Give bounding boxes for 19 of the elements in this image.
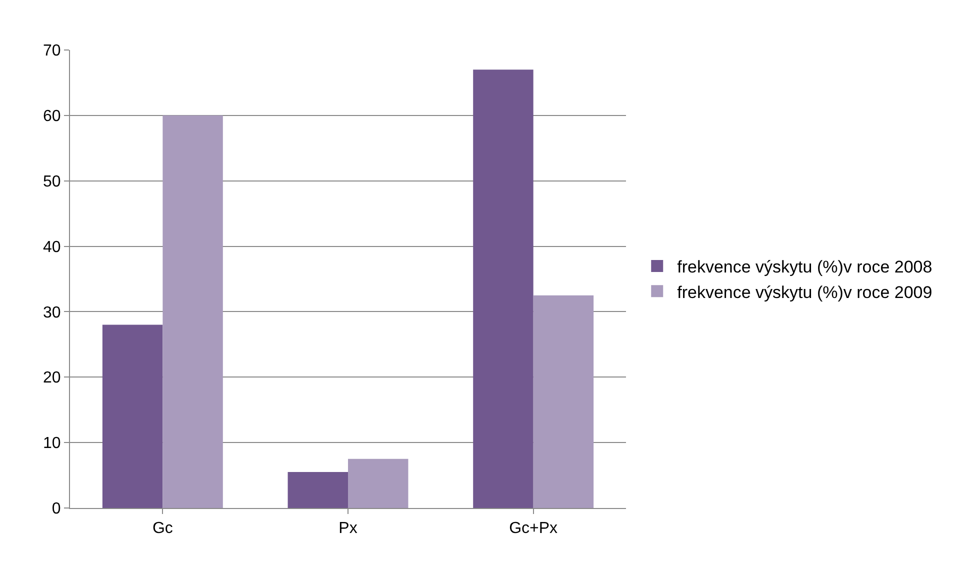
y-tick-label: 30 [43, 304, 61, 322]
y-tick-label: 60 [43, 108, 61, 126]
legend-label: frekvence výskytu (%)v roce 2009 [677, 282, 932, 302]
bar [162, 115, 223, 508]
bar [102, 324, 163, 508]
legend-label: frekvence výskytu (%)v roce 2008 [677, 258, 932, 277]
x-tick-label: Gc+Px [509, 520, 558, 538]
bar [533, 295, 594, 508]
bar [288, 472, 348, 508]
y-tick-label: 20 [43, 370, 61, 387]
y-tick-label: 10 [43, 435, 61, 452]
y-tick-label: 0 [52, 500, 61, 518]
bar [473, 70, 534, 508]
y-tick-label: 50 [43, 173, 61, 190]
bar [348, 458, 408, 508]
y-tick-label: 40 [43, 238, 61, 256]
x-tick-label: Px [338, 520, 358, 538]
x-tick-label: Gc [152, 520, 173, 538]
y-tick-label: 70 [43, 42, 61, 60]
